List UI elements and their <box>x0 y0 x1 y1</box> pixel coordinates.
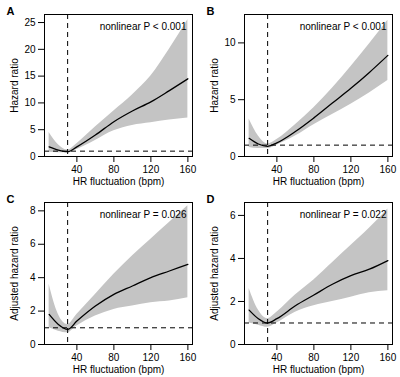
svg-text:6: 6 <box>230 210 236 221</box>
svg-text:0: 0 <box>30 151 36 162</box>
svg-text:25: 25 <box>24 17 36 28</box>
svg-text:C: C <box>7 193 15 205</box>
svg-text:80: 80 <box>108 352 120 363</box>
svg-text:HR fluctuation (bpm): HR fluctuation (bpm) <box>273 364 365 375</box>
svg-text:120: 120 <box>143 164 160 175</box>
svg-text:nonlinear P < 0.001: nonlinear P < 0.001 <box>300 21 387 32</box>
svg-text:0: 0 <box>230 151 236 162</box>
svg-text:0: 0 <box>30 339 36 350</box>
svg-text:120: 120 <box>143 352 160 363</box>
svg-text:nonlinear P = 0.022: nonlinear P = 0.022 <box>300 209 387 220</box>
svg-text:120: 120 <box>343 164 360 175</box>
svg-text:40: 40 <box>271 164 283 175</box>
svg-text:40: 40 <box>271 352 283 363</box>
svg-text:2: 2 <box>230 296 236 307</box>
svg-text:nonlinear P < 0.001: nonlinear P < 0.001 <box>100 21 187 32</box>
svg-text:40: 40 <box>71 352 83 363</box>
svg-text:15: 15 <box>24 70 36 81</box>
svg-text:160: 160 <box>380 164 397 175</box>
svg-text:2: 2 <box>30 305 36 316</box>
svg-text:160: 160 <box>180 352 197 363</box>
svg-text:20: 20 <box>24 44 36 55</box>
svg-text:5: 5 <box>30 124 36 135</box>
svg-text:0: 0 <box>230 339 236 350</box>
svg-text:4: 4 <box>230 253 236 264</box>
svg-text:Hazard ratio: Hazard ratio <box>209 58 220 113</box>
svg-text:HR fluctuation (bpm): HR fluctuation (bpm) <box>273 176 365 187</box>
svg-text:4: 4 <box>30 272 36 283</box>
svg-text:A: A <box>7 5 15 17</box>
svg-text:HR fluctuation (bpm): HR fluctuation (bpm) <box>73 364 165 375</box>
svg-text:Hazard ratio: Hazard ratio <box>9 58 20 113</box>
svg-text:80: 80 <box>108 164 120 175</box>
svg-text:5: 5 <box>230 94 236 105</box>
svg-text:Adjusted hazard ratio: Adjusted hazard ratio <box>209 226 220 321</box>
svg-text:160: 160 <box>180 164 197 175</box>
svg-text:nonlinear P = 0.026: nonlinear P = 0.026 <box>100 209 187 220</box>
svg-text:6: 6 <box>30 238 36 249</box>
svg-text:8: 8 <box>30 205 36 216</box>
svg-text:80: 80 <box>308 164 320 175</box>
svg-text:10: 10 <box>224 37 236 48</box>
svg-text:10: 10 <box>24 97 36 108</box>
svg-text:120: 120 <box>343 352 360 363</box>
svg-text:40: 40 <box>71 164 83 175</box>
svg-text:D: D <box>207 193 215 205</box>
svg-text:HR fluctuation (bpm): HR fluctuation (bpm) <box>73 176 165 187</box>
svg-text:B: B <box>207 5 215 17</box>
svg-text:Adjusted hazard ratio: Adjusted hazard ratio <box>9 226 20 321</box>
svg-text:160: 160 <box>380 352 397 363</box>
svg-text:80: 80 <box>308 352 320 363</box>
